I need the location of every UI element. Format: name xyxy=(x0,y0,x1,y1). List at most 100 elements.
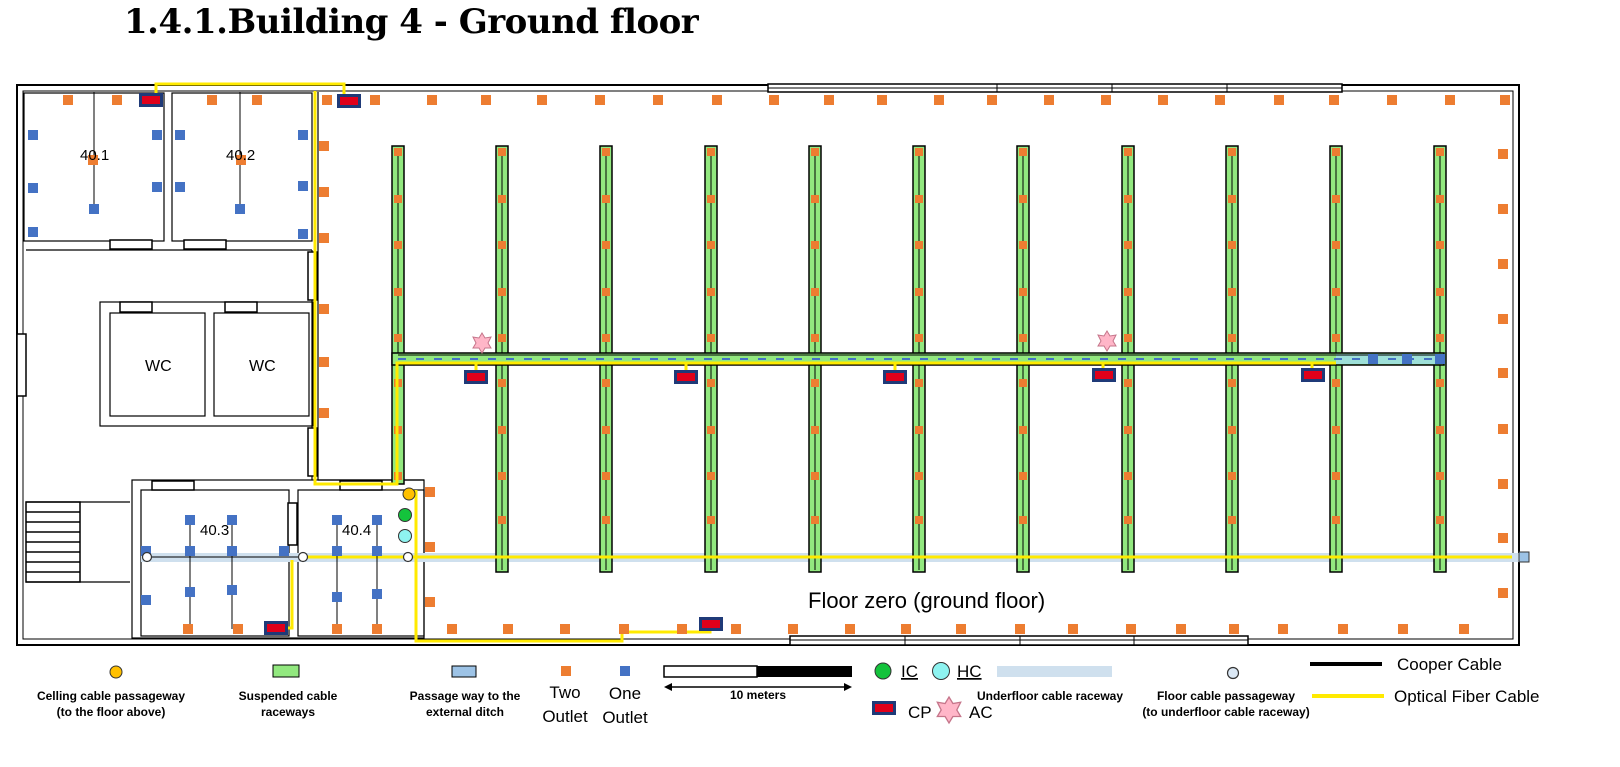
two-outlet-marker xyxy=(1124,426,1132,434)
one-outlet-marker xyxy=(235,204,245,214)
two-outlet-marker xyxy=(252,95,262,105)
cp-marker xyxy=(1301,368,1325,382)
two-outlet-marker xyxy=(1274,95,1284,105)
two-outlet-marker xyxy=(319,141,329,151)
two-outlet-marker xyxy=(498,334,506,342)
two-outlet-marker xyxy=(481,95,491,105)
two-outlet-marker xyxy=(372,624,382,634)
two-outlet-marker xyxy=(498,472,506,480)
two-outlet-marker xyxy=(425,542,435,552)
two-outlet-marker xyxy=(394,288,402,296)
two-outlet-marker xyxy=(915,195,923,203)
two-outlet-marker xyxy=(498,426,506,434)
two-outlet-marker xyxy=(1124,241,1132,249)
one-outlet-marker xyxy=(298,181,308,191)
one-outlet-marker xyxy=(298,130,308,140)
one-outlet-marker xyxy=(1402,354,1412,364)
legend-floor-pass-text-1: Floor cable passageway xyxy=(1157,689,1295,703)
two-outlet-marker xyxy=(1228,288,1236,296)
two-outlet-marker xyxy=(370,95,380,105)
two-outlet-marker xyxy=(1332,334,1340,342)
two-outlet-marker xyxy=(207,95,217,105)
two-outlet-marker xyxy=(1019,334,1027,342)
fiber-cables xyxy=(154,82,1512,643)
legend-one-outlet-text-1: One xyxy=(609,684,641,703)
two-outlet-marker xyxy=(602,516,610,524)
legend-cp-text: CP xyxy=(908,703,932,722)
two-outlet-marker xyxy=(602,379,610,387)
staircase xyxy=(25,501,81,583)
cp-marker xyxy=(337,94,361,108)
two-outlet-marker xyxy=(1228,195,1236,203)
two-outlet-marker xyxy=(1278,624,1288,634)
two-outlet-marker xyxy=(811,148,819,156)
two-outlet-marker xyxy=(1019,472,1027,480)
two-outlet-marker xyxy=(425,597,435,607)
two-outlet-marker xyxy=(707,334,715,342)
two-outlet-marker xyxy=(1498,479,1508,489)
two-outlet-marker xyxy=(707,288,715,296)
legend-suspended-text-2: raceways xyxy=(261,705,315,719)
one-outlet-marker xyxy=(175,182,185,192)
hc-marker xyxy=(398,529,412,543)
legend-ceiling-text-2: (to the floor above) xyxy=(57,705,166,719)
two-outlet-marker xyxy=(1228,334,1236,342)
legend-ac-text: AC xyxy=(969,703,993,722)
two-outlet-marker xyxy=(1228,148,1236,156)
two-outlet-marker xyxy=(915,334,923,342)
one-outlet-marker xyxy=(372,515,382,525)
two-outlet-marker xyxy=(1215,95,1225,105)
two-outlet-marker xyxy=(1436,148,1444,156)
legend-passage-text-1: Passage way to the xyxy=(410,689,521,703)
two-outlet-marker xyxy=(1436,426,1444,434)
legend-suspended-icon xyxy=(272,664,300,678)
two-outlet-marker xyxy=(319,304,329,314)
two-outlet-marker xyxy=(1229,624,1239,634)
two-outlet-marker xyxy=(1445,95,1455,105)
two-outlet-marker xyxy=(788,624,798,634)
two-outlet-marker xyxy=(595,95,605,105)
two-outlet-marker xyxy=(498,241,506,249)
two-outlet-marker xyxy=(1124,334,1132,342)
legend-ic-text: IC xyxy=(901,662,918,681)
two-outlet-marker xyxy=(332,624,342,634)
two-outlet-marker xyxy=(811,426,819,434)
two-outlet-marker xyxy=(319,357,329,367)
legend-scale-text: 10 meters xyxy=(730,688,786,702)
legend-two-outlet-icon xyxy=(561,666,571,676)
two-outlet-marker xyxy=(498,288,506,296)
two-outlet-marker xyxy=(1436,379,1444,387)
two-outlet-marker xyxy=(1124,472,1132,480)
two-outlet-marker xyxy=(1436,288,1444,296)
two-outlet-marker xyxy=(447,624,457,634)
two-outlet-marker xyxy=(769,95,779,105)
one-outlet-marker xyxy=(152,130,162,140)
room-label-40-2: 40.2 xyxy=(226,147,255,164)
two-outlet-marker xyxy=(712,95,722,105)
one-outlet-marker xyxy=(227,585,237,595)
room-label-40-4: 40.4 xyxy=(342,522,371,539)
two-outlet-marker xyxy=(1124,148,1132,156)
two-outlet-marker xyxy=(1228,516,1236,524)
two-outlet-marker xyxy=(1126,624,1136,634)
two-outlet-marker xyxy=(987,95,997,105)
two-outlet-marker xyxy=(915,472,923,480)
two-outlet-marker xyxy=(707,516,715,524)
two-outlet-marker xyxy=(1498,424,1508,434)
two-outlet-marker xyxy=(602,334,610,342)
two-outlet-marker xyxy=(498,195,506,203)
one-outlet-marker xyxy=(298,229,308,239)
two-outlet-marker xyxy=(1332,148,1340,156)
two-outlet-marker xyxy=(1019,516,1027,524)
legend-ic-icon xyxy=(874,662,892,680)
two-outlet-marker xyxy=(1436,241,1444,249)
one-outlet-marker xyxy=(279,546,289,556)
two-outlet-marker xyxy=(877,95,887,105)
two-outlet-marker xyxy=(1228,426,1236,434)
room-labels: 40.1 40.2 40.3 40.4 WC WC xyxy=(80,147,371,539)
building-walls xyxy=(16,83,1520,646)
legend-hc-icon xyxy=(932,662,950,680)
two-outlet-marker xyxy=(1332,472,1340,480)
two-outlet-marker xyxy=(707,379,715,387)
two-outlet-marker xyxy=(915,241,923,249)
